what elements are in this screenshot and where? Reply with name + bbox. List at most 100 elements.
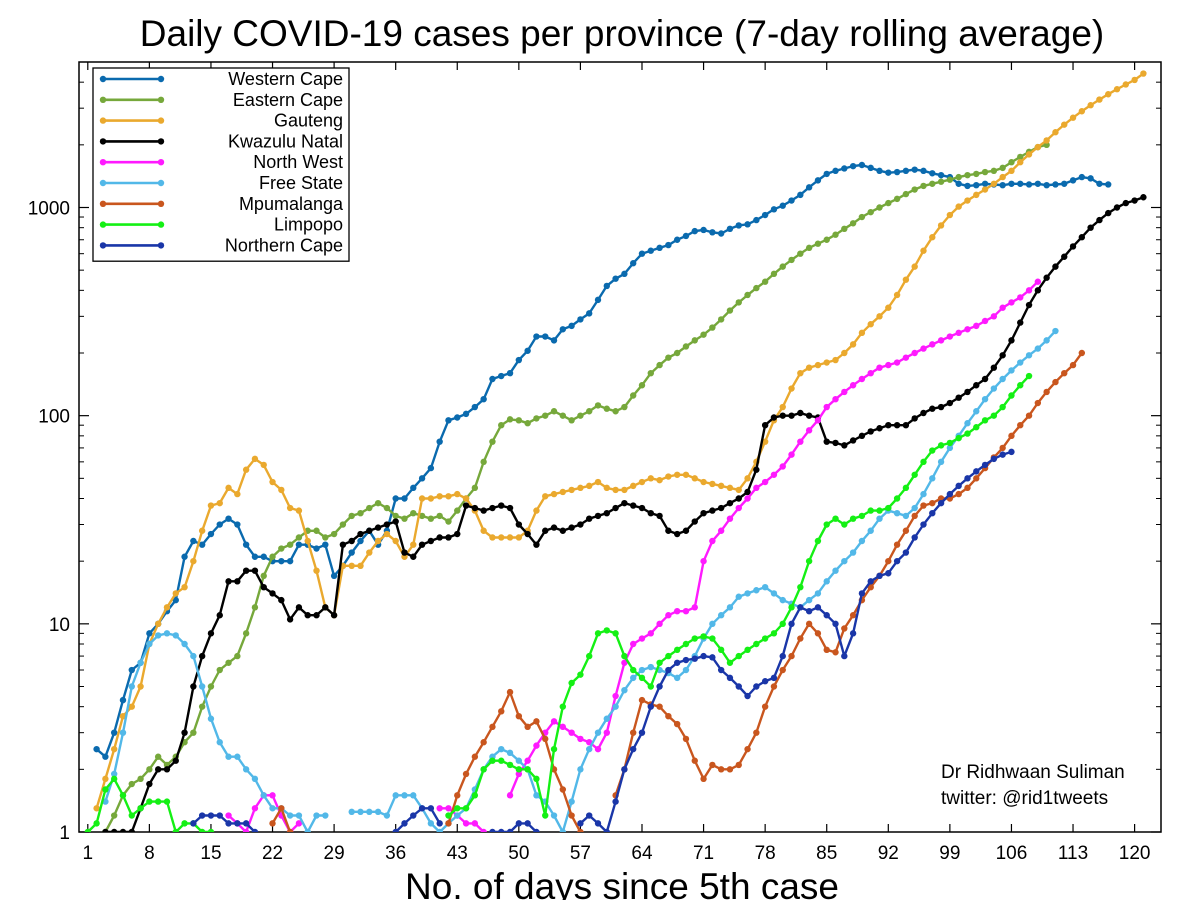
data-point (638, 696, 646, 704)
data-point (1069, 177, 1077, 184)
data-point (753, 587, 760, 594)
data-point (110, 828, 118, 832)
data-point (454, 414, 461, 421)
data-point (805, 596, 813, 604)
data-point (357, 562, 364, 570)
data-point (506, 416, 514, 423)
data-point (454, 805, 461, 812)
data-point (577, 671, 584, 678)
data-point (849, 437, 857, 444)
data-point (700, 331, 707, 338)
data-point (489, 534, 496, 541)
data-point (893, 557, 901, 565)
data-point (251, 604, 259, 611)
data-point (929, 405, 936, 412)
data-point (207, 683, 215, 690)
data-point (357, 537, 364, 545)
data-point (1078, 173, 1086, 181)
data-point (471, 753, 479, 760)
data-point (823, 578, 830, 585)
data-point (278, 486, 285, 494)
data-point (110, 729, 118, 736)
data-point (225, 578, 232, 585)
legend-label: Mpumalanga (239, 194, 344, 214)
data-point (550, 490, 558, 498)
data-point (102, 775, 109, 783)
data-point (911, 471, 918, 478)
data-point (119, 792, 127, 799)
data-point (735, 761, 742, 769)
data-point (410, 509, 417, 517)
data-point (761, 421, 769, 429)
data-point (357, 530, 364, 538)
data-point (744, 495, 751, 502)
data-point (339, 541, 347, 548)
data-point (146, 640, 153, 648)
data-point (383, 504, 391, 512)
data-point (313, 612, 320, 619)
data-point (911, 349, 918, 357)
data-point (1122, 199, 1130, 207)
data-point (902, 276, 910, 283)
data-point (577, 735, 584, 743)
data-point (621, 652, 628, 660)
data-point (797, 369, 804, 377)
data-point (1078, 108, 1086, 115)
data-point (814, 537, 822, 545)
data-point (445, 805, 452, 812)
data-point (110, 745, 118, 753)
data-point (691, 655, 698, 662)
x-tick-label: 22 (262, 843, 283, 864)
data-point (1061, 369, 1068, 377)
data-point (128, 812, 135, 819)
data-point (251, 455, 259, 463)
data-point (981, 461, 989, 469)
data-point (885, 570, 892, 577)
data-point (436, 820, 443, 827)
data-point (981, 395, 989, 403)
data-point (295, 534, 303, 541)
data-point (392, 792, 399, 799)
data-point (550, 718, 558, 725)
data-point (753, 216, 760, 224)
data-point (445, 812, 452, 819)
data-point (673, 659, 681, 666)
data-point (955, 329, 962, 337)
data-point (823, 359, 830, 366)
data-point (533, 775, 540, 783)
data-point (656, 703, 663, 710)
data-point (665, 473, 672, 480)
data-point (761, 703, 769, 710)
data-point (981, 186, 989, 193)
data-point (515, 757, 523, 764)
data-point (1078, 234, 1086, 241)
data-point (911, 512, 918, 520)
data-point (876, 364, 883, 371)
data-point (559, 326, 567, 333)
data-point (198, 703, 206, 710)
data-point (700, 652, 707, 660)
data-point (1140, 194, 1147, 201)
data-point (744, 692, 751, 700)
data-point (1043, 274, 1050, 281)
data-point (506, 749, 514, 757)
data-point (1043, 137, 1050, 144)
data-point (278, 557, 285, 565)
data-point (436, 512, 443, 520)
data-point (594, 729, 602, 736)
data-point (753, 729, 760, 736)
data-point (1008, 180, 1015, 187)
data-point (700, 509, 707, 517)
data-point (498, 372, 505, 380)
data-point (770, 674, 778, 682)
data-point (797, 409, 804, 417)
data-point (242, 567, 250, 574)
data-point (867, 428, 874, 435)
data-point (568, 524, 575, 531)
data-point (445, 518, 452, 525)
legend-label: North West (253, 152, 343, 172)
data-point (920, 521, 927, 528)
data-point (366, 504, 373, 512)
data-point (225, 515, 232, 522)
